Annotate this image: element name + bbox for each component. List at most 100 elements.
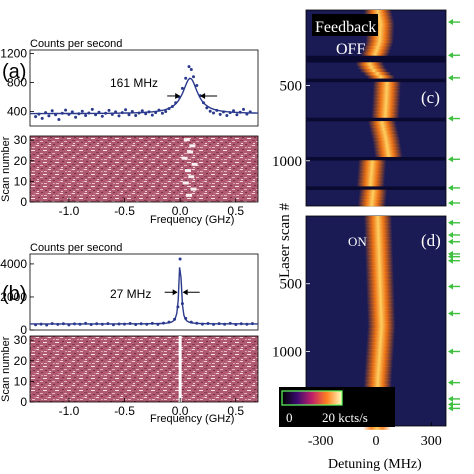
data-point bbox=[242, 107, 245, 111]
fit-curve bbox=[30, 77, 258, 115]
scan-band bbox=[366, 75, 395, 79]
scan-band bbox=[364, 42, 393, 47]
y-tick-label: 20 bbox=[14, 354, 28, 368]
x-tick-label: 0.5 bbox=[227, 404, 244, 418]
y-tick-label: 2000 bbox=[0, 290, 27, 304]
data-point bbox=[208, 109, 212, 113]
data-point bbox=[70, 110, 74, 114]
panel-a-data bbox=[30, 65, 258, 121]
x-tick-label: -0.5 bbox=[114, 204, 135, 218]
off-label: OFF bbox=[336, 41, 365, 58]
streak-blob bbox=[183, 138, 190, 142]
scan-band bbox=[362, 426, 391, 430]
scan-band bbox=[372, 88, 401, 92]
scan-band bbox=[356, 183, 385, 187]
scan-band bbox=[365, 352, 394, 357]
scan-band bbox=[373, 81, 402, 86]
y-tick-label: 1000 bbox=[272, 344, 302, 360]
scan-band bbox=[358, 199, 387, 204]
y-tick-label: 1200 bbox=[0, 47, 27, 61]
scan-band bbox=[364, 373, 393, 378]
scan-band bbox=[357, 202, 386, 207]
scan-gap bbox=[306, 55, 446, 60]
scan-band bbox=[359, 68, 388, 73]
scan-band bbox=[365, 254, 394, 259]
scan-band bbox=[366, 23, 395, 27]
panel-c: Feedback OFF (c) 500 1000 bbox=[272, 9, 460, 207]
scan-band bbox=[364, 370, 393, 374]
x-tick-label: 0.5 bbox=[227, 204, 244, 218]
scan-band bbox=[372, 91, 401, 96]
panel-a-heatmap-y-ticks: 0 10 20 30 bbox=[14, 133, 34, 209]
scan-band bbox=[367, 331, 396, 336]
data-point bbox=[57, 118, 61, 121]
scan-band bbox=[365, 261, 394, 266]
scan-arrowhead bbox=[448, 19, 453, 26]
scan-gap bbox=[306, 186, 446, 190]
streak-blob bbox=[189, 144, 196, 148]
scan-band bbox=[371, 108, 400, 112]
panel-a-spectrum: (a) Counts per second 161 MHz 400 800 1200 bbox=[0, 38, 259, 127]
panel-b-heatmap: 0 10 20 30 -1.0 -0.5 0.0 0.5 Scan number Frequ… bbox=[0, 333, 259, 425]
data-point bbox=[189, 68, 193, 71]
panel-c-scan-bands bbox=[306, 10, 446, 207]
panel-b-heatmap-xlabel: Frequency (GHz) bbox=[150, 413, 234, 425]
x-tick-label: 0.0 bbox=[172, 404, 189, 418]
data-point bbox=[124, 108, 128, 112]
shared-ylabel: Laser scan # bbox=[277, 203, 293, 278]
panel-b-data bbox=[30, 257, 258, 327]
scan-band bbox=[366, 303, 395, 308]
scan-band bbox=[365, 265, 394, 269]
fwhm-arrowhead-right bbox=[200, 92, 206, 99]
scan-band bbox=[358, 160, 387, 164]
scan-band bbox=[364, 226, 393, 231]
colorbar-gradient bbox=[281, 390, 343, 406]
scan-band bbox=[366, 286, 395, 290]
data-point bbox=[100, 114, 104, 118]
data-point bbox=[80, 109, 84, 113]
fwhm-arrowhead-left bbox=[172, 289, 178, 296]
scan-band bbox=[363, 45, 392, 50]
scan-band bbox=[363, 380, 392, 385]
scan-band bbox=[367, 328, 396, 332]
y-tick-label: 0 bbox=[20, 195, 27, 209]
data-point bbox=[195, 84, 199, 87]
panel-a-heatmap-x-ticks: -1.0 -0.5 0.0 0.5 bbox=[59, 198, 244, 218]
fit-curve bbox=[30, 267, 258, 325]
scan-band bbox=[359, 189, 388, 194]
panel-a-heatmap: 0 10 20 30 -1.0 -0.5 0.0 0.5 Scan number Frequ… bbox=[0, 133, 259, 226]
scan-band bbox=[366, 293, 395, 297]
scan-band bbox=[365, 16, 394, 21]
data-point bbox=[212, 111, 215, 115]
scan-arrowhead bbox=[448, 283, 453, 290]
scan-band bbox=[372, 101, 401, 106]
colorbar-max: 20 kcts/s bbox=[322, 410, 368, 425]
data-point bbox=[127, 113, 131, 117]
scan-gap bbox=[306, 117, 446, 122]
panel-b-heatmap-body bbox=[29, 335, 259, 403]
scan-band bbox=[357, 173, 386, 177]
panel-d-y-ticks: 500 1000 bbox=[272, 277, 310, 360]
scan-band bbox=[357, 176, 386, 181]
y-tick-label: 10 bbox=[14, 374, 28, 388]
panel-b-heatmap-x-ticks: -1.0 -0.5 0.0 0.5 bbox=[59, 398, 244, 418]
scan-band bbox=[372, 85, 401, 89]
scan-band bbox=[358, 196, 387, 200]
scan-band bbox=[372, 94, 401, 99]
scan-band bbox=[365, 272, 394, 276]
scan-band bbox=[363, 72, 392, 76]
scan-band bbox=[373, 147, 402, 151]
scan-band bbox=[368, 121, 397, 125]
scan-band bbox=[366, 19, 395, 24]
scan-arrowhead bbox=[448, 395, 453, 402]
scan-band bbox=[371, 111, 400, 115]
data-point bbox=[180, 86, 184, 90]
y-tick-label: 20 bbox=[14, 154, 28, 168]
streak-blob bbox=[190, 187, 197, 191]
scan-band bbox=[362, 49, 391, 53]
panel-a-y-ticks: 400 800 1200 bbox=[0, 47, 34, 119]
data-point bbox=[134, 114, 138, 117]
x-tick-label: 0.0 bbox=[172, 204, 189, 218]
panel-b-spectrum: (b) Counts per second 27 MHz 0 2000 4000 bbox=[0, 242, 259, 337]
scan-gap bbox=[306, 157, 446, 161]
